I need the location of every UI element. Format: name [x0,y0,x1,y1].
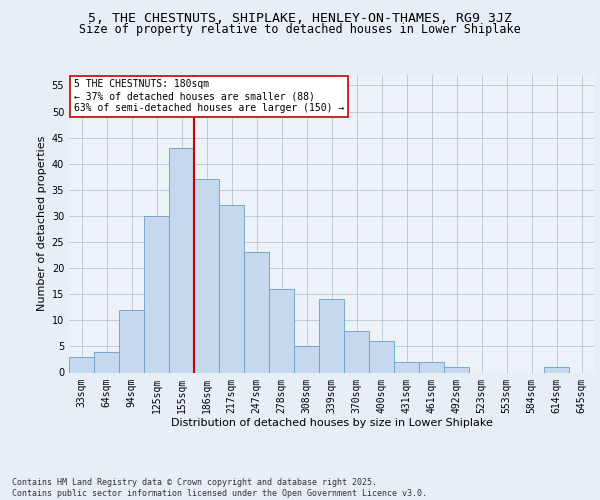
Text: 5 THE CHESTNUTS: 180sqm
← 37% of detached houses are smaller (88)
63% of semi-de: 5 THE CHESTNUTS: 180sqm ← 37% of detache… [74,80,344,112]
X-axis label: Distribution of detached houses by size in Lower Shiplake: Distribution of detached houses by size … [170,418,493,428]
Bar [269,289,294,372]
Bar [169,148,194,372]
Text: Contains HM Land Registry data © Crown copyright and database right 2025.
Contai: Contains HM Land Registry data © Crown c… [12,478,427,498]
Bar [144,216,169,372]
Bar [69,357,94,372]
Bar [219,206,244,372]
Bar [544,368,569,372]
Bar [119,310,144,372]
Bar [369,341,394,372]
Bar [444,368,469,372]
Bar [294,346,319,372]
Bar [394,362,419,372]
Bar [244,252,269,372]
Bar [344,330,369,372]
Bar [319,300,344,372]
Bar [419,362,444,372]
Y-axis label: Number of detached properties: Number of detached properties [37,136,47,312]
Bar [94,352,119,372]
Text: Size of property relative to detached houses in Lower Shiplake: Size of property relative to detached ho… [79,22,521,36]
Bar [194,180,219,372]
Text: 5, THE CHESTNUTS, SHIPLAKE, HENLEY-ON-THAMES, RG9 3JZ: 5, THE CHESTNUTS, SHIPLAKE, HENLEY-ON-TH… [88,12,512,26]
